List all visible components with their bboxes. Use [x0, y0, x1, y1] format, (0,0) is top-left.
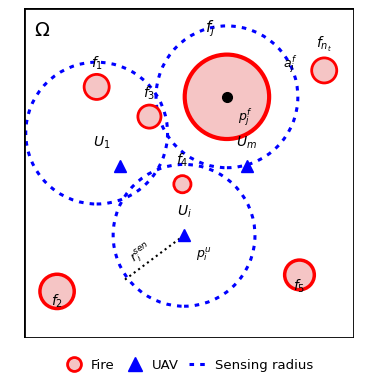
- Text: $\Omega$: $\Omega$: [34, 21, 50, 40]
- Text: $f_1$: $f_1$: [91, 55, 103, 72]
- Text: $a_j^f$: $a_j^f$: [283, 53, 297, 74]
- Text: $f_j$: $f_j$: [205, 19, 215, 39]
- Circle shape: [285, 260, 314, 290]
- Text: $p_i^u$: $p_i^u$: [195, 245, 211, 263]
- Circle shape: [312, 58, 337, 83]
- Text: $f_2$: $f_2$: [51, 292, 63, 310]
- Text: $f_5$: $f_5$: [293, 277, 306, 295]
- Legend: Fire, UAV, Sensing radius: Fire, UAV, Sensing radius: [59, 353, 319, 377]
- Circle shape: [185, 55, 269, 139]
- Text: $r_i^{sen}$: $r_i^{sen}$: [127, 240, 156, 267]
- Circle shape: [40, 274, 74, 308]
- Text: $f_3$: $f_3$: [143, 84, 156, 102]
- Text: $U_1$: $U_1$: [93, 135, 110, 151]
- Circle shape: [174, 176, 191, 193]
- Text: $f_4$: $f_4$: [176, 152, 189, 169]
- Circle shape: [138, 105, 161, 128]
- Text: $f_{n_t}$: $f_{n_t}$: [316, 35, 332, 54]
- Circle shape: [84, 74, 109, 99]
- Text: $U_i$: $U_i$: [177, 204, 192, 220]
- Text: $p_j^f$: $p_j^f$: [239, 107, 253, 128]
- Text: $U_m$: $U_m$: [236, 135, 257, 151]
